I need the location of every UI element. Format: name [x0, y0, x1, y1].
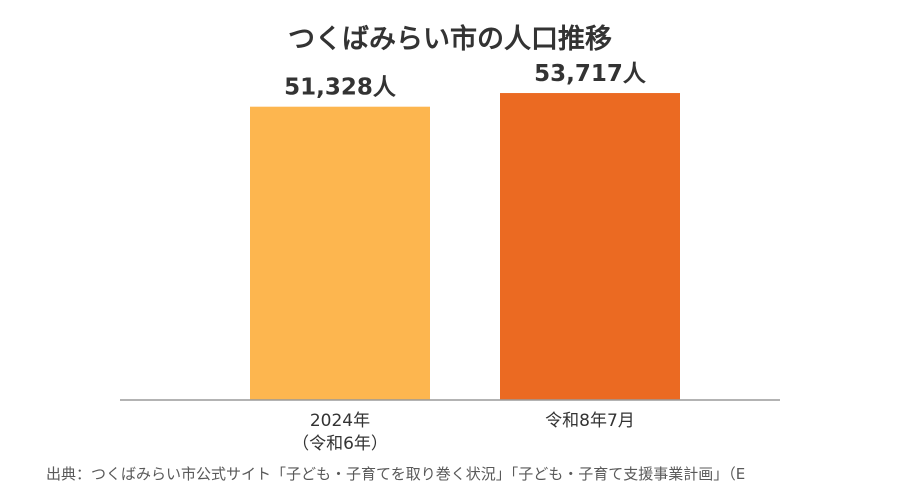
- chart-title: つくばみらい市の人口推移: [288, 23, 612, 55]
- source-note: 出典：つくばみらい市公式サイト「子ども・子育てを取り巻く状況」「子ども・子育て支…: [46, 465, 746, 483]
- data-label-0: 51,328人: [284, 75, 397, 101]
- bar-chart: つくばみらい市の人口推移 51,328人 2024年（令和6年） 53,717人令和…: [120, 23, 780, 454]
- bar-0: [250, 106, 430, 400]
- category-label-1: 令和8年7月: [545, 411, 635, 431]
- bar-1: [500, 93, 680, 400]
- data-label-1: 53,717人: [534, 61, 647, 87]
- category-label-0: 2024年（令和6年）: [292, 411, 388, 454]
